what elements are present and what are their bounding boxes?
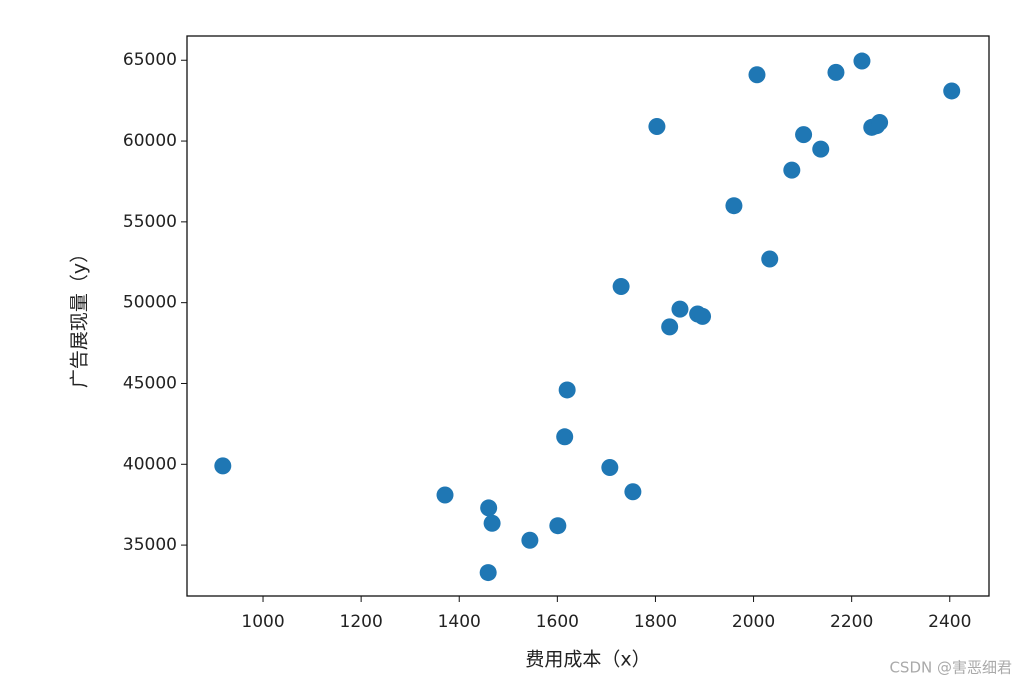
y-tick-label: 40000 (123, 454, 177, 474)
point (436, 486, 454, 504)
y-tick-label: 60000 (123, 131, 177, 151)
y-tick-label: 50000 (123, 293, 177, 313)
x-tick-label: 2000 (732, 612, 775, 632)
point (943, 82, 961, 100)
y-tick-label: 55000 (123, 212, 177, 232)
x-axis-label: 费用成本（x） (525, 649, 650, 671)
point (648, 118, 666, 136)
point (661, 318, 679, 336)
point (483, 514, 501, 532)
point (601, 459, 619, 477)
point (748, 66, 766, 84)
x-tick-label: 2200 (830, 612, 873, 632)
y-tick-label: 35000 (123, 535, 177, 555)
x-tick-label: 1800 (634, 612, 677, 632)
point (871, 113, 889, 131)
point (812, 140, 830, 158)
point (214, 457, 232, 475)
point (694, 307, 712, 325)
x-tick-label: 1600 (536, 612, 579, 632)
watermark: CSDN @害恶细君 (889, 659, 1012, 677)
y-tick-label: 65000 (123, 50, 177, 70)
x-tick-label: 1200 (340, 612, 383, 632)
point (480, 499, 498, 517)
point (612, 278, 630, 296)
point (827, 63, 845, 81)
point (521, 531, 539, 549)
point (725, 197, 743, 215)
point (624, 483, 642, 501)
point (558, 381, 576, 399)
x-tick-label: 1000 (241, 612, 284, 632)
point (783, 161, 801, 179)
y-tick-label: 45000 (123, 373, 177, 393)
point (556, 428, 574, 446)
point (671, 300, 689, 318)
point (549, 517, 567, 535)
x-tick-label: 1400 (438, 612, 481, 632)
plot-frame (186, 35, 990, 597)
point (479, 564, 497, 582)
y-axis-label: 广告展现量（y） (69, 244, 91, 388)
point (853, 52, 871, 70)
point (761, 250, 779, 268)
point (795, 126, 813, 144)
x-tick-label: 2400 (928, 612, 971, 632)
